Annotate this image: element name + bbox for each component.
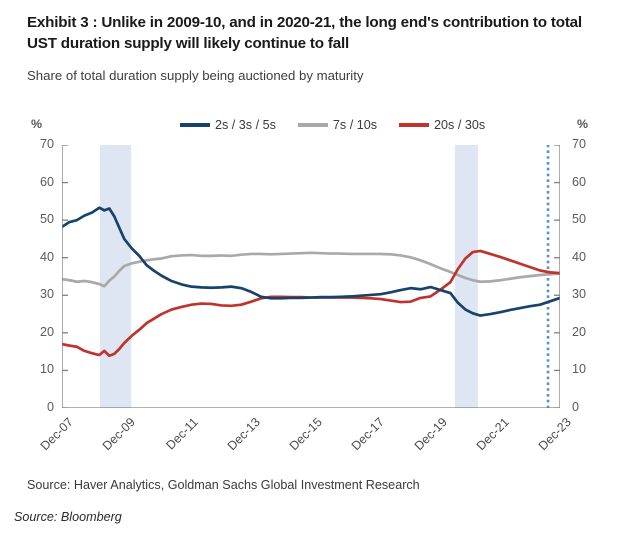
y-tick-label-right: 60 <box>572 174 587 189</box>
y-tick-label-right: 0 <box>572 400 580 414</box>
y-axis-unit-right: % <box>577 117 589 131</box>
series-line <box>62 251 560 288</box>
y-tick-label-right: 10 <box>572 362 587 377</box>
y-tick-label: 0 <box>46 400 54 414</box>
source-secondary: Source: Bloomberg <box>14 510 122 524</box>
legend-color-swatch <box>399 123 430 127</box>
y-tick-label: 50 <box>39 212 54 227</box>
legend-label: 20s / 30s <box>434 118 486 132</box>
page-title: Exhibit 3 : Unlike in 2009-10, and in 20… <box>27 14 582 52</box>
y-tick-label: 60 <box>39 174 54 189</box>
y-tick-label-right: 70 <box>572 137 587 151</box>
x-tick-label: Dec-19 <box>411 415 450 454</box>
x-tick-label: Dec-07 <box>37 415 76 454</box>
y-tick-label: 10 <box>39 362 54 377</box>
chart-legend: 2s / 3s / 5s 7s / 10s 20s / 30s <box>180 116 485 134</box>
series-line <box>62 206 560 317</box>
y-tick-label: 20 <box>39 324 54 339</box>
x-tick-label: Dec-13 <box>224 415 263 454</box>
chart-canvas <box>62 145 560 408</box>
legend-label: 7s / 10s <box>332 118 378 132</box>
chart-subtitle: Share of total duration supply being auc… <box>27 68 364 83</box>
legend-color-swatch <box>297 123 328 127</box>
x-tick-label: Dec-23 <box>535 415 574 454</box>
x-tick-label: Dec-15 <box>286 415 325 454</box>
y-tick-label-right: 30 <box>572 287 587 302</box>
y-tick-label-right: 40 <box>572 249 587 264</box>
x-tick-label: Dec-09 <box>99 415 139 454</box>
x-tick-label: Dec-21 <box>473 415 512 454</box>
y-tick-label-right: 20 <box>572 324 587 339</box>
y-tick-label: 30 <box>39 287 54 302</box>
x-tick-label: Dec-17 <box>348 415 388 454</box>
legend-item[interactable]: 2s / 3s / 5s <box>180 118 276 132</box>
legend-label: 2s / 3s / 5s <box>215 118 276 132</box>
y-tick-label: 40 <box>39 249 54 264</box>
legend-item[interactable]: 20s / 30s <box>399 118 485 132</box>
source-primary: Source: Haver Analytics, Goldman Sachs G… <box>27 478 420 492</box>
legend-item[interactable]: 7s / 10s <box>297 118 378 132</box>
recession-band <box>454 145 478 408</box>
x-tick-label: Dec-11 <box>162 415 201 453</box>
y-tick-label-right: 50 <box>572 212 587 227</box>
plot-area <box>62 145 560 408</box>
y-axis-unit-left: % <box>31 117 43 131</box>
series-line <box>62 249 560 358</box>
legend-color-swatch <box>180 123 210 127</box>
y-tick-label: 70 <box>39 137 54 151</box>
